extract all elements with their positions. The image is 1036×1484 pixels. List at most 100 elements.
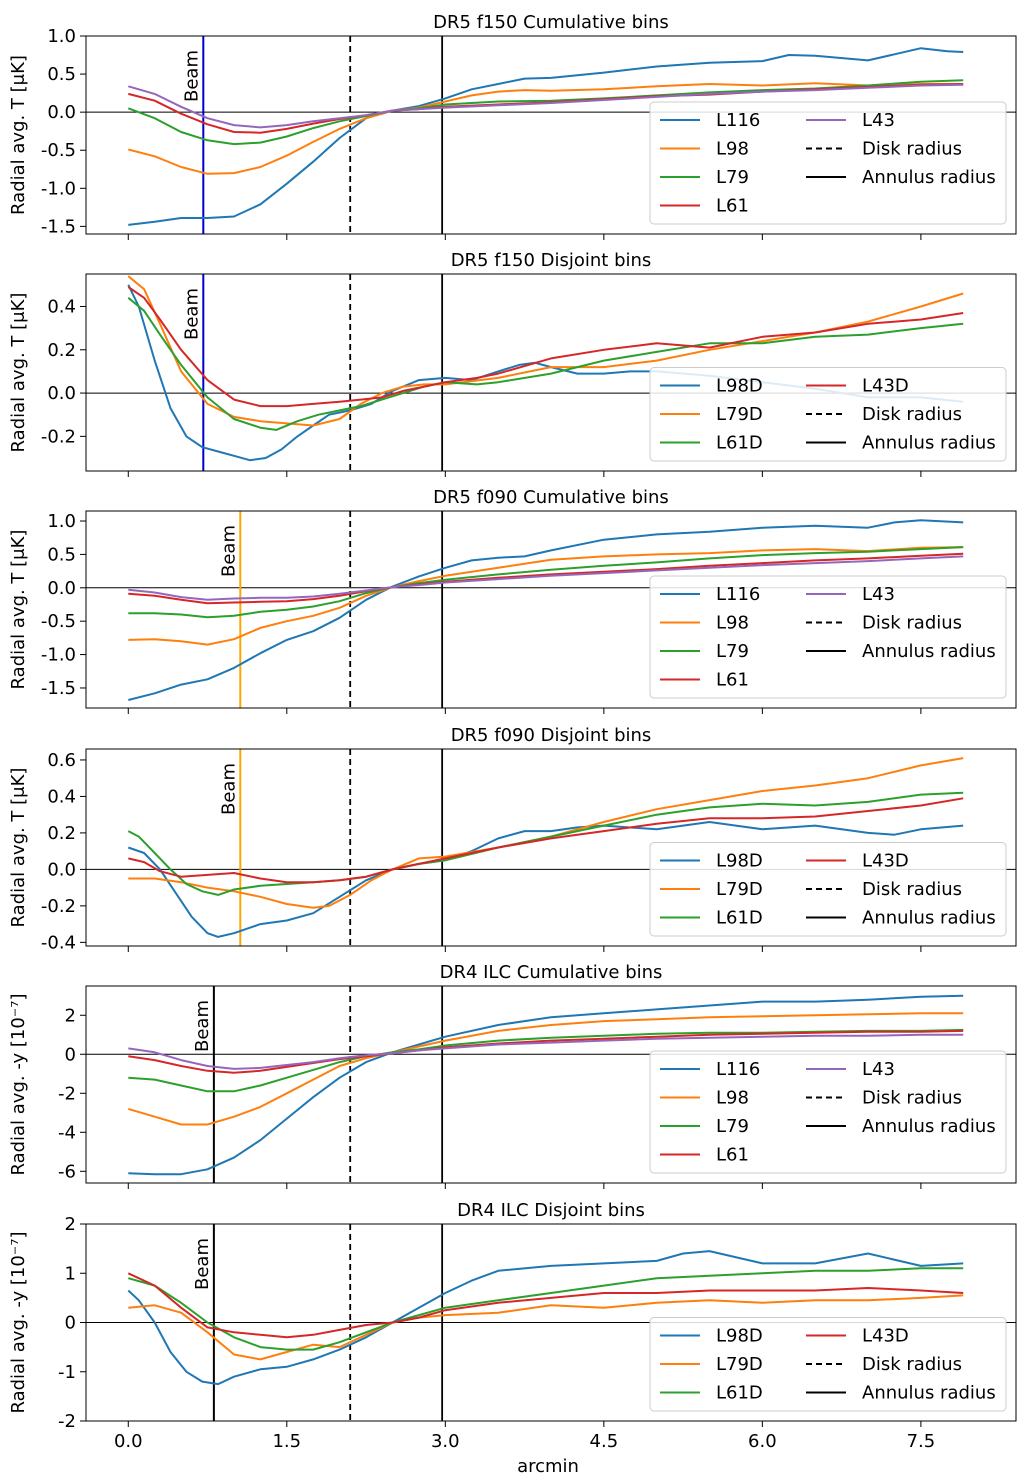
y-tick-label: -0.2 bbox=[41, 896, 76, 917]
legend-label: Disk radius bbox=[862, 1354, 962, 1375]
series-line-l79d bbox=[127, 275, 964, 427]
chart-title: DR5 f150 Cumulative bins bbox=[433, 12, 669, 33]
legend-label: L61D bbox=[716, 908, 763, 929]
y-tick-label: 0.4 bbox=[47, 296, 76, 317]
legend-box bbox=[649, 101, 1007, 225]
chart-panel-4: DR5 f090 Disjoint bins Radial avg. T [μK]… bbox=[8, 725, 1017, 953]
legend-label: Annulus radius bbox=[862, 1383, 996, 1404]
series-line-l43 bbox=[128, 555, 964, 601]
legend-label: L43D bbox=[862, 376, 909, 397]
y-tick-label: 0 bbox=[65, 1044, 76, 1065]
y-tick-label: -0.5 bbox=[41, 140, 76, 161]
legend: L116 L98 L79 L61 L43 Disk radius Annulus radiu… bbox=[649, 1050, 1007, 1174]
legend-label: Annulus radius bbox=[862, 908, 996, 929]
y-tick-label: -1.0 bbox=[41, 178, 76, 199]
series-line-l116 bbox=[128, 519, 964, 701]
series-line-l79 bbox=[128, 546, 964, 619]
legend-label: L43D bbox=[862, 1326, 909, 1347]
legend-label: L79D bbox=[716, 1354, 763, 1375]
y-tick-label: 0.4 bbox=[47, 786, 76, 807]
y-axis-label: Radial avg. T [μK] bbox=[8, 55, 29, 215]
chart-panel-2: DR5 f150 Disjoint bins Radial avg. T [μK]… bbox=[8, 250, 1017, 477]
legend-label: Disk radius bbox=[862, 139, 962, 160]
axes-frame bbox=[85, 748, 1017, 947]
y-tick-label: -6 bbox=[58, 1161, 76, 1182]
chart-panel-3: DR5 f090 Cumulative bins Radial avg. T [μ… bbox=[8, 487, 1017, 714]
y-tick-label: -2 bbox=[58, 1411, 76, 1432]
series-group bbox=[127, 47, 964, 226]
series-line-l98 bbox=[128, 1012, 964, 1126]
chart-title: DR5 f090 Disjoint bins bbox=[451, 725, 652, 746]
y-tick-label: 0.0 bbox=[47, 102, 76, 123]
y-tick-label: 0.0 bbox=[47, 383, 76, 404]
legend-label: Annulus radius bbox=[862, 1116, 996, 1137]
legend-label: Disk radius bbox=[862, 613, 962, 634]
y-tick-label: -4 bbox=[58, 1122, 76, 1143]
legend-label: L79D bbox=[716, 404, 763, 425]
legend: L98D L79D L61D L43D Disk radius Annulus radiu… bbox=[649, 1317, 1007, 1412]
legend-label: L61D bbox=[716, 433, 763, 454]
y-tick-label: 0.2 bbox=[47, 823, 76, 844]
chart-title: DR4 ILC Disjoint bins bbox=[457, 1200, 645, 1221]
legend-label: L79 bbox=[716, 1116, 749, 1137]
legend-label: L98D bbox=[716, 1326, 763, 1347]
y-tick-label: -1.0 bbox=[41, 645, 76, 666]
y-tick-label: -2 bbox=[58, 1083, 76, 1104]
legend-label: L116 bbox=[716, 584, 760, 605]
axes-frame bbox=[85, 1223, 1017, 1422]
legend-label: Annulus radius bbox=[862, 167, 996, 188]
y-tick-label: 1.0 bbox=[47, 511, 76, 532]
legend-label: L98D bbox=[716, 851, 763, 872]
y-tick-label: 1 bbox=[65, 1263, 76, 1284]
y-tick-label: -0.4 bbox=[41, 932, 76, 953]
legend-box bbox=[649, 575, 1007, 699]
series-group bbox=[127, 1250, 964, 1386]
y-tick-label: -0.5 bbox=[41, 611, 76, 632]
y-tick-label: 0.5 bbox=[47, 64, 76, 85]
y-tick-label: 0.5 bbox=[47, 544, 76, 565]
legend-label: L98 bbox=[716, 613, 749, 634]
series-line-l43 bbox=[128, 83, 964, 129]
legend-label: L43 bbox=[862, 1059, 895, 1080]
series-line-l98 bbox=[128, 82, 964, 175]
beam-label: Beam bbox=[218, 763, 239, 815]
series-group bbox=[128, 519, 964, 701]
axes-frame bbox=[85, 273, 1017, 472]
series-group bbox=[128, 994, 964, 1176]
series-line-l43 bbox=[128, 1033, 964, 1070]
y-tick-label: 0.0 bbox=[47, 859, 76, 880]
legend-label: Disk radius bbox=[862, 879, 962, 900]
legend-label: L43 bbox=[862, 110, 895, 131]
series-line-l61d bbox=[128, 1267, 964, 1351]
axes-frame bbox=[85, 510, 1017, 709]
axes-frame bbox=[85, 985, 1017, 1184]
legend: L98D L79D L61D L43D Disk radius Annulus radiu… bbox=[649, 842, 1007, 937]
legend-label: L79 bbox=[716, 641, 749, 662]
legend: L116 L98 L79 L61 L43 Disk radius Annulus radiu… bbox=[649, 101, 1007, 225]
legend-label: L61 bbox=[716, 196, 749, 217]
legend-label: L43D bbox=[862, 851, 909, 872]
legend-label: L98 bbox=[716, 139, 749, 160]
y-tick-label: 2 bbox=[65, 1214, 76, 1235]
legend-label: L116 bbox=[716, 110, 760, 131]
series-line-l98d bbox=[127, 1250, 964, 1386]
beam-label: Beam bbox=[192, 1238, 213, 1290]
legend-label: L98D bbox=[716, 376, 763, 397]
y-axis-label: Radial avg. T [μK] bbox=[8, 768, 29, 928]
y-tick-label: 0.0 bbox=[47, 578, 76, 599]
y-tick-label: -1.5 bbox=[41, 678, 76, 699]
y-tick-label: -1 bbox=[58, 1362, 76, 1383]
y-tick-label: -0.2 bbox=[41, 426, 76, 447]
legend-label: Disk radius bbox=[862, 404, 962, 425]
legend: L98D L79D L61D L43D Disk radius Annulus radiu… bbox=[649, 367, 1007, 462]
chart-panel-6: DR4 ILC Disjoint bins Radial avg. -y [10⁻… bbox=[8, 1200, 1017, 1452]
x-tick-label: 6.0 bbox=[748, 1431, 777, 1452]
chart-panel-1: DR5 f150 Cumulative bins Radial avg. T [μ… bbox=[8, 12, 1017, 240]
y-tick-label: 2 bbox=[65, 1005, 76, 1026]
chart-panel-5: DR4 ILC Cumulative bins Radial avg. -y [1… bbox=[8, 962, 1017, 1189]
x-tick-label: 3.0 bbox=[431, 1431, 460, 1452]
y-tick-label: 0.2 bbox=[47, 340, 76, 361]
beam-label: Beam bbox=[192, 1000, 213, 1052]
legend-label: L116 bbox=[716, 1059, 760, 1080]
legend-box bbox=[649, 1050, 1007, 1174]
